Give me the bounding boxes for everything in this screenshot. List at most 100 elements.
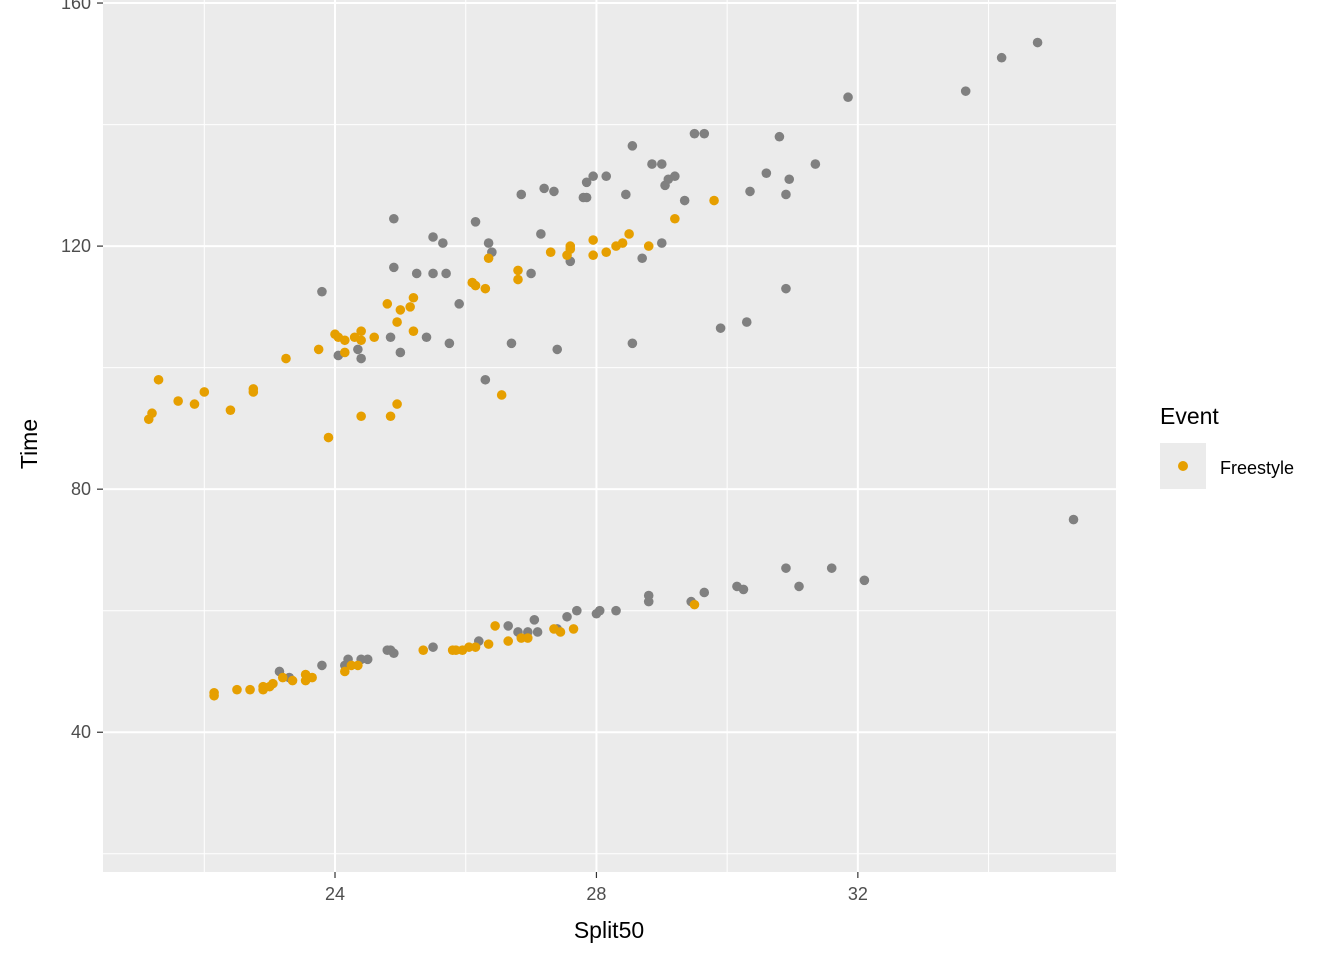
- data-point-freestyle: [199, 387, 210, 397]
- data-point-freestyle: [268, 678, 278, 689]
- data-point-freestyle: [545, 247, 556, 257]
- data-point-freestyle: [369, 332, 380, 343]
- data-point-freestyle: [523, 633, 533, 643]
- data-point-other: [526, 268, 536, 279]
- data-point-freestyle: [173, 396, 183, 406]
- data-point-freestyle: [313, 344, 324, 355]
- data-point-other: [480, 374, 491, 385]
- data-point-other: [529, 615, 540, 625]
- data-point-other: [483, 238, 494, 248]
- data-point-freestyle: [565, 241, 576, 251]
- data-point-other: [428, 232, 438, 242]
- data-point-other: [428, 642, 438, 652]
- data-point-other: [588, 171, 598, 182]
- data-point-other: [794, 581, 804, 592]
- data-point-other: [389, 648, 399, 659]
- data-point-freestyle: [340, 347, 350, 358]
- data-point-freestyle: [340, 666, 350, 677]
- data-point-freestyle: [480, 283, 491, 294]
- data-point-other: [356, 353, 366, 364]
- data-point-freestyle: [490, 621, 500, 631]
- x-tick-label: 32: [848, 884, 868, 904]
- data-point-freestyle: [643, 241, 654, 251]
- data-point-freestyle: [189, 399, 200, 409]
- data-point-freestyle: [395, 305, 406, 315]
- data-point-other: [506, 338, 517, 349]
- data-point-freestyle: [153, 374, 164, 385]
- y-tick-label: 120: [61, 236, 91, 256]
- data-point-other: [741, 317, 752, 327]
- data-point-other: [317, 286, 327, 297]
- data-point-freestyle: [405, 302, 415, 312]
- data-point-other: [572, 605, 582, 616]
- grid-major: [103, 0, 1116, 872]
- data-point-other: [699, 128, 710, 139]
- y-tick-label: 80: [71, 479, 91, 499]
- data-point-other: [395, 347, 406, 358]
- data-point-other: [441, 268, 451, 279]
- data-point-other: [843, 92, 853, 103]
- data-point-freestyle: [709, 195, 719, 206]
- data-point-freestyle: [617, 238, 628, 248]
- data-point-other: [679, 195, 690, 206]
- data-point-other: [859, 575, 870, 586]
- data-points: [143, 37, 1079, 701]
- data-point-other: [389, 213, 399, 224]
- grid-minor: [103, 0, 1116, 872]
- data-point-freestyle: [568, 624, 579, 634]
- y-axis-ticks: 40 80 120 160: [61, 0, 103, 742]
- data-point-other: [1032, 37, 1043, 48]
- data-point-other: [444, 338, 455, 349]
- data-point-other: [715, 323, 726, 333]
- data-point-freestyle: [670, 213, 680, 224]
- data-point-other: [353, 344, 363, 355]
- data-point-other: [549, 186, 559, 197]
- data-point-other: [362, 654, 373, 665]
- data-point-freestyle: [601, 247, 612, 257]
- data-point-other: [536, 229, 546, 239]
- data-point-other: [996, 52, 1007, 63]
- data-point-other: [761, 168, 772, 178]
- data-point-freestyle: [356, 326, 366, 336]
- data-point-freestyle: [555, 627, 566, 637]
- legend-title: Event: [1160, 403, 1219, 429]
- data-point-freestyle: [483, 253, 494, 264]
- data-point-other: [699, 587, 710, 598]
- data-point-other: [438, 238, 448, 248]
- data-point-other: [781, 283, 791, 294]
- data-point-freestyle: [225, 405, 236, 415]
- data-point-other: [581, 177, 592, 188]
- data-point-freestyle: [470, 280, 481, 291]
- data-point-other: [470, 216, 481, 227]
- data-point-freestyle: [287, 675, 298, 686]
- data-point-freestyle: [624, 229, 634, 239]
- data-point-other: [594, 605, 605, 616]
- data-point-other: [581, 192, 592, 203]
- data-point-other: [810, 159, 821, 169]
- data-point-other: [516, 189, 527, 200]
- data-point-other: [601, 171, 612, 182]
- data-point-freestyle: [588, 250, 598, 261]
- data-point-other: [611, 605, 621, 616]
- data-point-freestyle: [392, 399, 402, 409]
- data-point-freestyle: [248, 387, 259, 397]
- data-point-freestyle: [470, 642, 481, 652]
- data-point-freestyle: [483, 639, 494, 649]
- data-point-other: [317, 660, 327, 671]
- data-point-freestyle: [382, 299, 393, 309]
- x-axis-ticks: 24 28 32: [325, 872, 868, 904]
- data-point-freestyle: [513, 265, 523, 276]
- data-point-other: [532, 627, 543, 637]
- x-axis-title: Split50: [574, 917, 644, 943]
- legend-key-freestyle: [1178, 461, 1188, 471]
- data-point-other: [1068, 514, 1079, 525]
- y-tick-label: 160: [61, 0, 91, 13]
- data-point-other: [643, 596, 654, 607]
- data-point-other: [774, 131, 785, 142]
- data-point-freestyle: [281, 353, 291, 364]
- data-point-other: [826, 563, 837, 573]
- data-point-freestyle: [232, 684, 242, 695]
- data-point-other: [670, 171, 680, 182]
- data-point-other: [428, 268, 438, 279]
